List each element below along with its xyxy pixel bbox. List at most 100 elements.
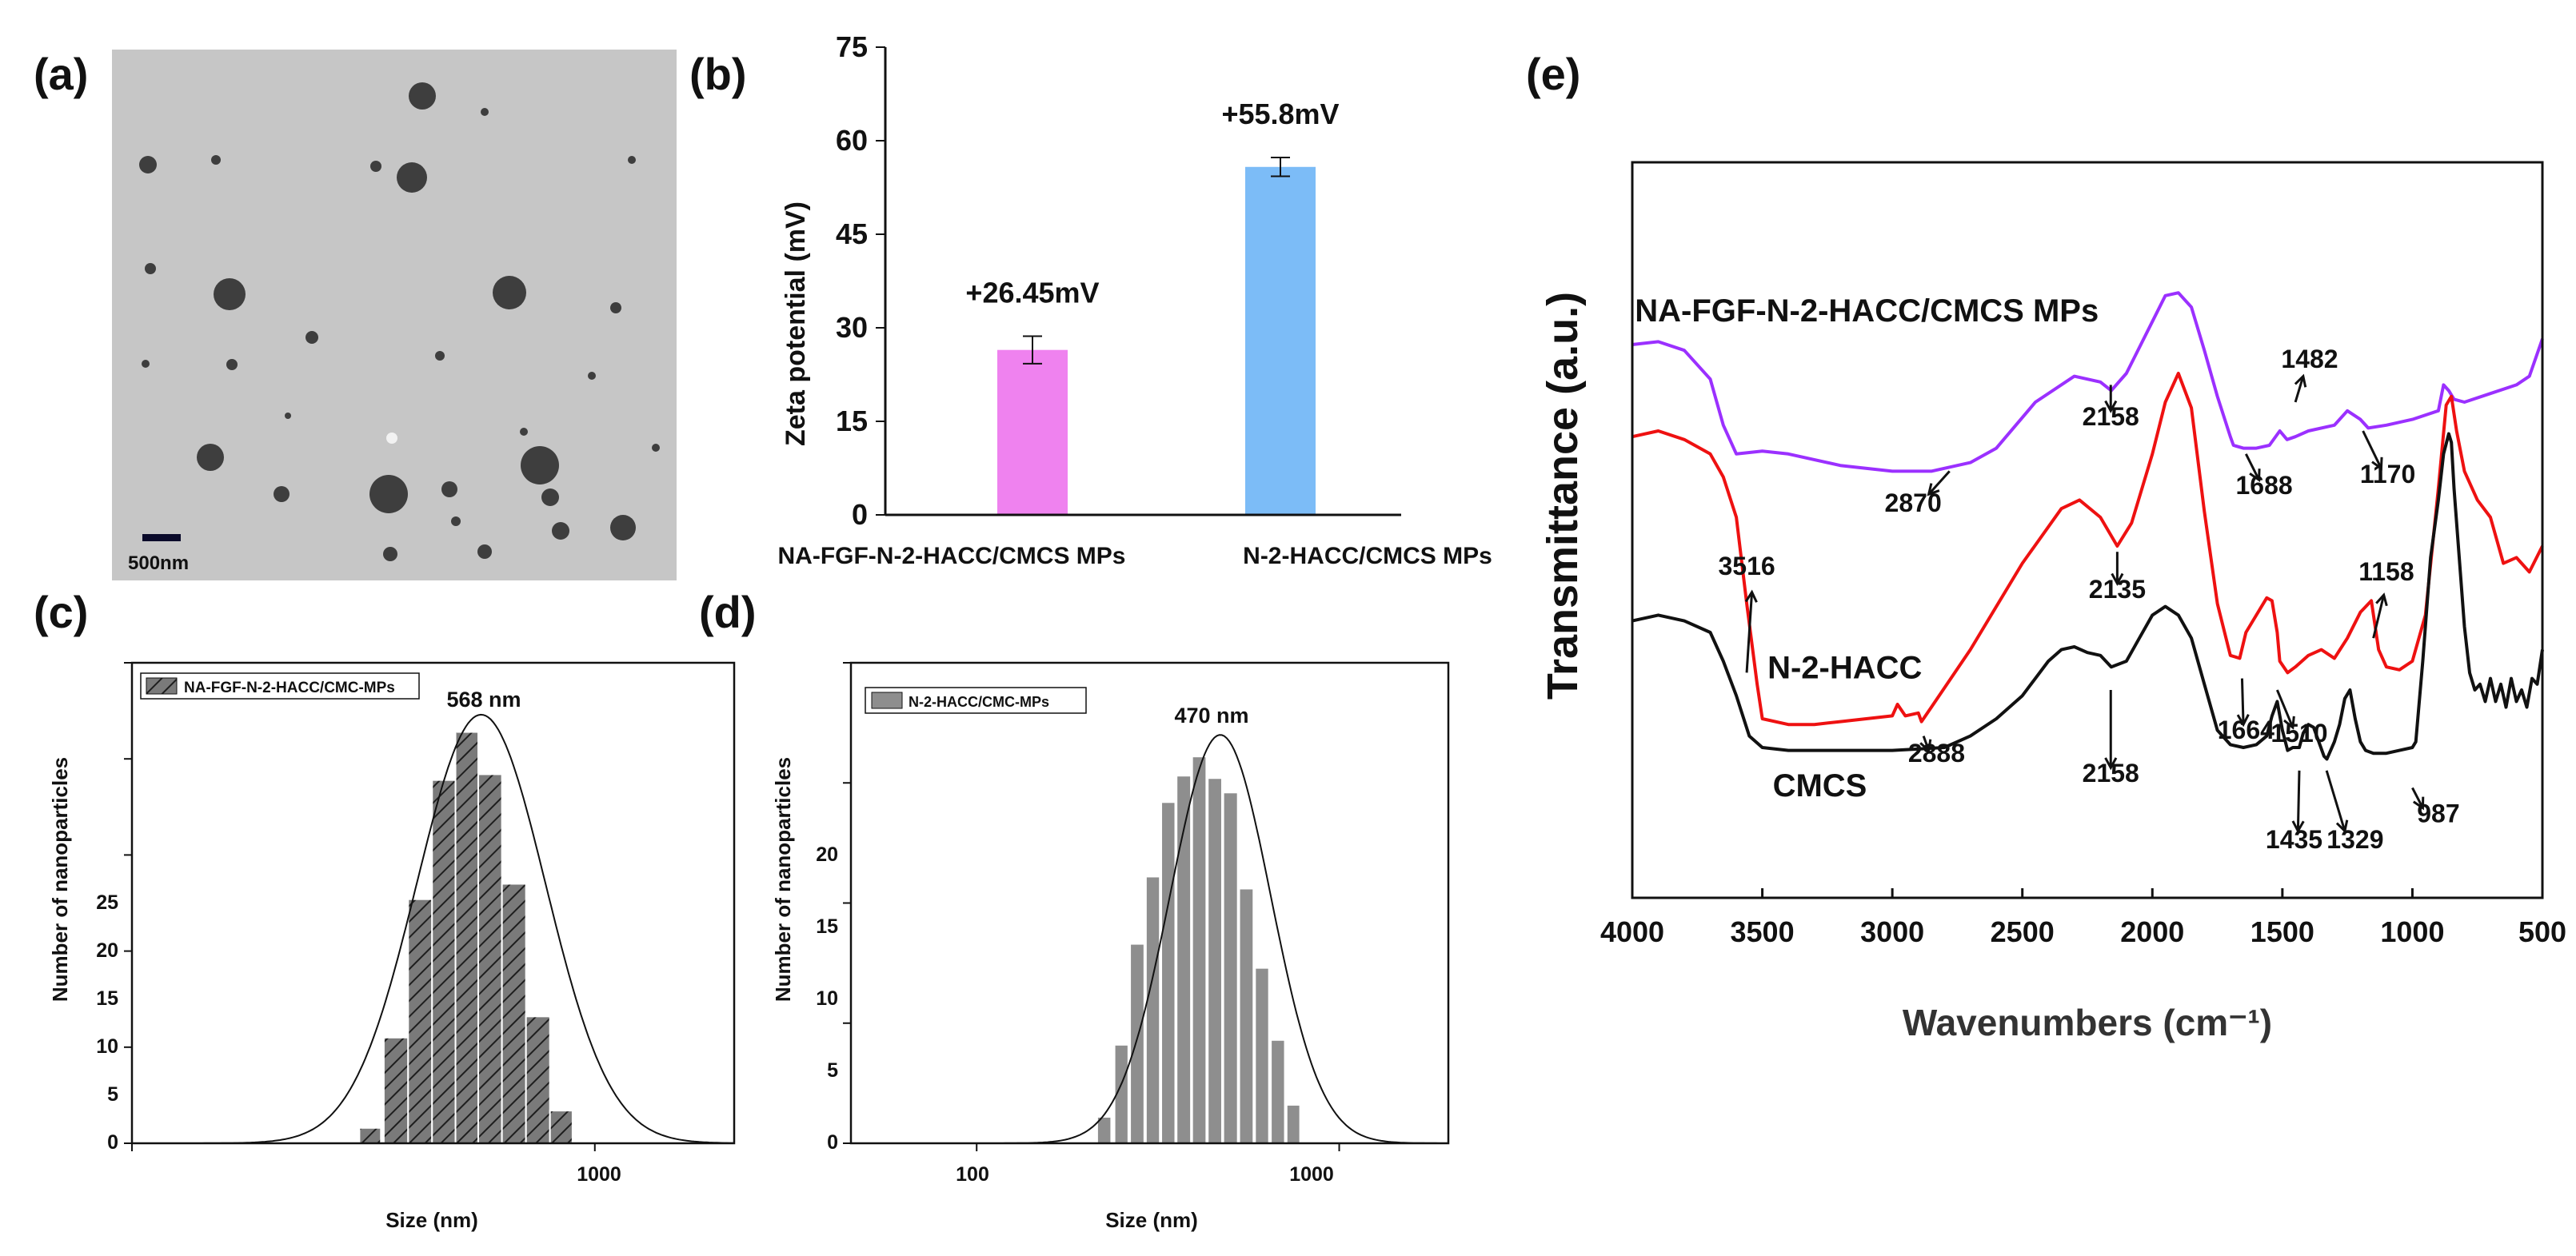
b-bars: +26.45mV +55.8mV bbox=[965, 98, 1340, 515]
e-peak-annotation: 1158 bbox=[2358, 557, 2414, 586]
e-arrow-shaft bbox=[2372, 594, 2386, 639]
particle bbox=[139, 156, 157, 173]
d-histogram-bar bbox=[1160, 801, 1176, 1144]
e-peak-annotation: 1688 bbox=[2236, 471, 2293, 500]
b-y-tick-label: 15 bbox=[836, 405, 868, 437]
particle bbox=[274, 486, 290, 502]
particle bbox=[397, 162, 427, 193]
e-arrow-head bbox=[2375, 592, 2388, 607]
particle bbox=[369, 475, 408, 513]
c-plot-frame bbox=[130, 661, 736, 1145]
particle bbox=[451, 516, 461, 526]
c-y-tick-label: 5 bbox=[107, 1083, 118, 1106]
c-y-axis-title: Number of nanoparticles bbox=[48, 757, 72, 1002]
e-x-tick-label: 2500 bbox=[1991, 915, 2055, 948]
e-arrow-shaft bbox=[2325, 770, 2346, 831]
e-peak-annotation: 1510 bbox=[2270, 719, 2327, 748]
c-x-tick-label: 1000 bbox=[577, 1163, 621, 1186]
e-arrow-shaft bbox=[2294, 376, 2305, 403]
particle bbox=[409, 82, 436, 110]
b-y-tick: 75 bbox=[836, 30, 885, 63]
c-legend-box bbox=[140, 672, 420, 700]
c-legend: NA-FGF-N-2-HACC/CMC-MPs bbox=[140, 672, 420, 700]
b-y-tick: 45 bbox=[836, 217, 885, 250]
particle bbox=[493, 276, 526, 309]
c-y-tick-label: 0 bbox=[107, 1131, 118, 1154]
d-y-axis-title: Number of nanoparticles bbox=[771, 757, 795, 1002]
particle bbox=[552, 522, 569, 540]
d-histogram-bar bbox=[1238, 887, 1255, 1144]
b-data-label: +55.8mV bbox=[1221, 98, 1339, 130]
e-spectrum-line bbox=[1631, 432, 2544, 761]
panel-c: (c) Number of nanoparticles 0 5 10 15 20… bbox=[34, 587, 736, 1232]
e-arrow-head bbox=[1744, 589, 1758, 603]
c-peak-label: 568 nm bbox=[446, 688, 521, 712]
e-arrow-head bbox=[2104, 757, 2118, 771]
panel-e: (e) Transmittance (a.u.) NA-FGF-N-2-HACC… bbox=[1526, 49, 2566, 1043]
e-peak-annotation: 1329 bbox=[2326, 825, 2383, 854]
d-histogram-bar bbox=[1270, 1039, 1286, 1145]
c-histogram-bar bbox=[477, 773, 503, 1144]
b-category-label: NA-FGF-N-2-HACC/CMCS MPs bbox=[778, 543, 1126, 569]
b-category-label: N-2-HACC/CMCS MPs bbox=[1243, 543, 1492, 569]
e-x-tick-label: 4000 bbox=[1600, 915, 1664, 948]
d-plot-frame bbox=[849, 661, 1450, 1145]
d-y-tick-label: 10 bbox=[816, 987, 838, 1010]
particle bbox=[441, 481, 457, 497]
b-y-tick-label: 0 bbox=[852, 498, 868, 531]
particle bbox=[628, 156, 636, 164]
particle bbox=[226, 359, 238, 370]
e-arrow-head bbox=[1919, 739, 1932, 753]
d-histogram-bar bbox=[1222, 791, 1239, 1145]
b-bar bbox=[1245, 166, 1316, 515]
e-spectrum-line bbox=[1631, 291, 2544, 473]
e-series-label: NA-FGF-N-2-HACC/CMCS MPs bbox=[1635, 293, 2099, 329]
e-arrow-head bbox=[2291, 820, 2305, 834]
particle bbox=[211, 155, 221, 165]
particle bbox=[145, 263, 156, 274]
particle bbox=[588, 372, 596, 380]
c-y-tick-label: 15 bbox=[96, 987, 118, 1010]
e-arrow-shaft bbox=[1922, 736, 1931, 752]
e-x-tick-label: 1500 bbox=[2251, 915, 2314, 948]
e-series-label: N-2-HACC bbox=[1767, 651, 1922, 686]
e-x-tick-label: 3000 bbox=[1860, 915, 1924, 948]
d-histogram-bar bbox=[1129, 943, 1145, 1144]
particle bbox=[610, 302, 621, 313]
particle bbox=[477, 544, 492, 559]
e-arrow-head bbox=[2371, 457, 2383, 471]
panel-d-label: (d) bbox=[699, 587, 757, 637]
e-arrow-shaft bbox=[2296, 770, 2301, 831]
tem-bright-spot bbox=[386, 433, 397, 444]
e-arrow-shaft bbox=[2244, 453, 2260, 480]
e-peak-annotation: 3516 bbox=[1718, 552, 1775, 580]
panel-a-label: (a) bbox=[34, 49, 88, 99]
b-data-label: +26.45mV bbox=[965, 277, 1099, 309]
b-y-tick-label: 45 bbox=[836, 217, 868, 250]
d-peak-label: 470 nm bbox=[1174, 704, 1248, 728]
d-histogram bbox=[843, 662, 1448, 1151]
particle bbox=[285, 413, 291, 419]
d-legend: N-2-HACC/CMC-MPs bbox=[865, 687, 1087, 714]
panel-e-label: (e) bbox=[1526, 49, 1580, 99]
e-x-ticks: 4000 3500 3000 2500 2000 1500 1000 500 bbox=[1600, 888, 2566, 948]
c-y-ticks: 0 5 10 15 20 25 bbox=[96, 891, 118, 1154]
particle bbox=[214, 278, 246, 310]
e-series-label: CMCS bbox=[1773, 768, 1867, 803]
d-y-tick-label: 20 bbox=[816, 843, 838, 866]
particle bbox=[521, 446, 559, 484]
c-legend-swatch bbox=[146, 677, 178, 695]
b-y-tick-label: 75 bbox=[836, 30, 868, 63]
particle bbox=[520, 428, 528, 436]
b-y-tick-label: 60 bbox=[836, 124, 868, 157]
d-histogram-bar bbox=[1285, 1103, 1301, 1145]
e-arrow-head bbox=[1927, 483, 1940, 496]
c-x-axis-title: Size (nm) bbox=[385, 1208, 478, 1232]
e-x-axis-title: Wavenumbers (cm⁻¹) bbox=[1903, 1002, 2272, 1043]
e-arrow-shaft bbox=[2411, 787, 2424, 809]
tem-particles bbox=[139, 82, 660, 561]
e-peak-annotation: 2888 bbox=[1908, 739, 1965, 768]
e-peak-annotation: 1482 bbox=[2281, 345, 2338, 373]
panel-b: (b) Zeta potential (mV) 0 15 30 45 60 75… bbox=[689, 30, 1492, 569]
e-peak-annotation: 1170 bbox=[2360, 460, 2415, 488]
